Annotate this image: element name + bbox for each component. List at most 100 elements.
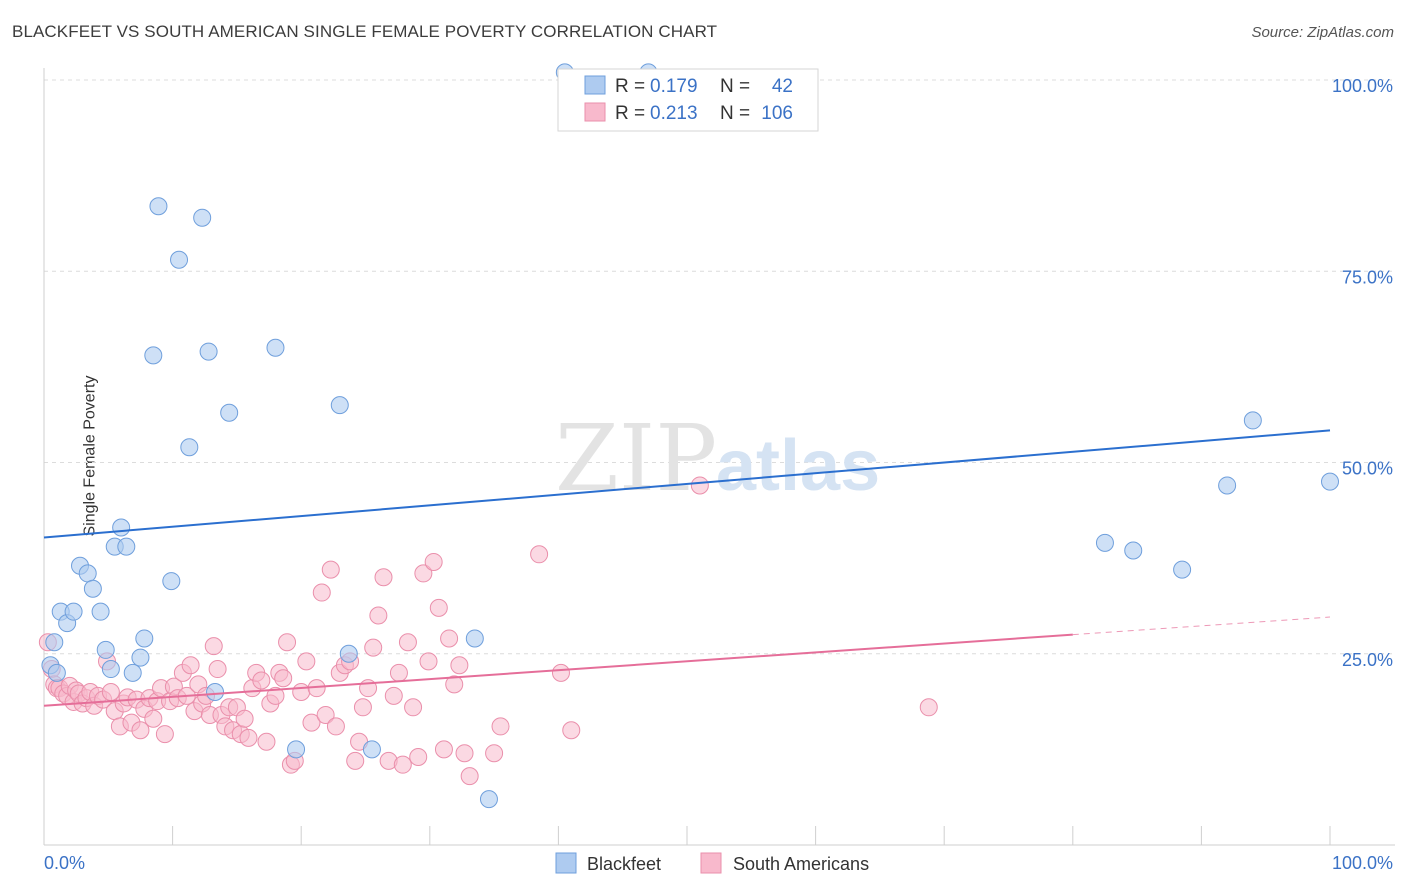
south-american-trend-extension xyxy=(1072,616,1331,636)
south-american-point xyxy=(144,709,163,728)
bottom-legend-label-blackfeet: Blackfeet xyxy=(587,854,661,874)
south-american-point xyxy=(485,744,504,763)
south-american-point xyxy=(424,552,443,571)
legend-n-label-south: N = xyxy=(720,103,750,124)
south-american-point xyxy=(239,728,258,747)
south-american-point xyxy=(450,656,469,675)
blackfeet-point xyxy=(1124,541,1143,560)
bottom-legend-swatch-south xyxy=(700,852,722,874)
south-american-point xyxy=(398,633,417,652)
legend-n-value-blackfeet: 42 xyxy=(772,76,793,97)
south-american-point xyxy=(321,560,340,579)
south-american-point xyxy=(369,606,388,625)
south-american-point xyxy=(302,713,321,732)
legend-r-value-south: 0.213 xyxy=(650,103,698,124)
south-american-point xyxy=(155,725,174,744)
blackfeet-point xyxy=(1218,476,1237,495)
south-american-point xyxy=(919,698,938,717)
south-american-point xyxy=(690,476,709,495)
south-american-point xyxy=(409,748,428,767)
south-american-point xyxy=(393,755,412,774)
legend-r-label-south: R = xyxy=(615,103,645,124)
blackfeet-point xyxy=(123,663,142,682)
south-american-point xyxy=(326,717,345,736)
south-american-point xyxy=(353,698,372,717)
blackfeet-point xyxy=(465,629,484,648)
south-american-point xyxy=(429,598,448,617)
blackfeet-point xyxy=(112,518,131,537)
south-american-point xyxy=(297,652,316,671)
blackfeet-point xyxy=(1321,472,1339,491)
legend-n-value-south: 106 xyxy=(761,103,793,124)
x-tick-label-min: 0.0% xyxy=(44,853,85,873)
south-american-point xyxy=(252,671,271,690)
south-american-point xyxy=(204,637,223,656)
watermark: ZIP atlas xyxy=(555,405,880,512)
south-american-point xyxy=(384,686,403,705)
legend-swatch-blackfeet xyxy=(584,75,606,95)
south-american-point xyxy=(389,663,408,682)
legend-r-label-blackfeet: R = xyxy=(615,76,645,97)
blackfeet-point xyxy=(162,572,181,591)
watermark-zip: ZIP xyxy=(555,405,717,512)
blackfeet-point xyxy=(220,403,239,422)
south-american-point xyxy=(491,717,510,736)
chart-title: BLACKFEET VS SOUTH AMERICAN SINGLE FEMAL… xyxy=(12,22,718,41)
blackfeet-point xyxy=(199,342,218,361)
south-american-point xyxy=(346,751,365,770)
watermark-atlas: atlas xyxy=(716,426,880,506)
trend-lines xyxy=(43,429,1331,707)
blackfeet-point xyxy=(180,438,199,457)
south-american-point xyxy=(374,568,393,587)
blackfeet-point xyxy=(1095,533,1114,552)
blackfeet-point xyxy=(144,346,163,365)
y-tick-label: 25.0% xyxy=(1342,650,1393,670)
bottom-legend-label-south: South Americans xyxy=(733,854,869,874)
south-american-point xyxy=(404,698,423,717)
legend-r-value-blackfeet: 0.179 xyxy=(650,76,698,97)
south-american-point xyxy=(208,660,227,679)
legend-n-label-blackfeet: N = xyxy=(720,76,750,97)
blackfeet-point xyxy=(131,648,150,667)
south-american-point xyxy=(530,545,549,564)
x-tick-label-max: 100.0% xyxy=(1332,853,1393,873)
blackfeet-point xyxy=(1173,560,1192,579)
blackfeet-point xyxy=(330,396,349,415)
blackfeet-point xyxy=(287,740,306,759)
blackfeet-point xyxy=(83,579,102,598)
legend-swatch-south xyxy=(584,102,606,122)
south-american-point xyxy=(434,740,453,759)
blackfeet-point xyxy=(45,633,64,652)
south-american-trend-line xyxy=(43,633,1073,707)
south-american-point xyxy=(266,686,285,705)
blackfeet-point xyxy=(149,197,168,216)
blackfeet-point xyxy=(1243,411,1262,430)
south-american-point xyxy=(235,709,254,728)
blackfeet-point xyxy=(64,602,83,621)
south-american-point xyxy=(131,721,150,740)
axes xyxy=(43,68,1395,846)
grid-lines xyxy=(44,79,1395,655)
correlation-legend: R = 0.179 N = 42 R = 0.213 N = 106 xyxy=(557,68,819,132)
south-american-points xyxy=(38,476,938,786)
blackfeet-point xyxy=(206,683,225,701)
south-american-point xyxy=(551,663,570,682)
south-american-point xyxy=(414,564,433,583)
source-label: Source: ZipAtlas.com xyxy=(1251,24,1394,41)
y-tick-label: 50.0% xyxy=(1342,459,1393,479)
blackfeet-point xyxy=(339,644,358,663)
south-american-point xyxy=(274,669,293,688)
blackfeet-point xyxy=(362,740,381,759)
series-legend: Blackfeet South Americans xyxy=(555,852,869,874)
blackfeet-point xyxy=(266,338,285,357)
blackfeet-point xyxy=(135,629,154,648)
blackfeet-point xyxy=(117,537,136,556)
blackfeet-point xyxy=(47,663,66,682)
blackfeet-point xyxy=(170,250,189,269)
blackfeet-point xyxy=(96,640,115,659)
south-american-point xyxy=(278,633,297,652)
y-tick-label: 75.0% xyxy=(1342,267,1393,287)
blackfeet-point xyxy=(91,602,110,621)
bottom-legend-swatch-blackfeet xyxy=(555,852,577,874)
